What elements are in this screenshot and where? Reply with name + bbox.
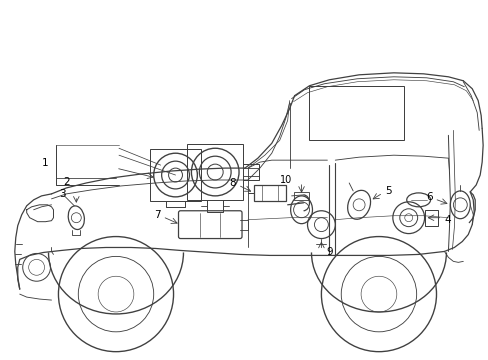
Text: 1: 1	[42, 158, 48, 168]
Text: 6: 6	[425, 192, 432, 202]
Text: 5: 5	[384, 186, 391, 196]
Text: 8: 8	[229, 178, 236, 188]
Bar	[293, 192, 309, 200]
Bar	[243, 164, 258, 180]
Bar	[149, 149, 201, 201]
Text: 9: 9	[325, 247, 332, 257]
Bar	[253, 185, 285, 201]
Bar	[187, 144, 243, 200]
Text: 2: 2	[63, 177, 70, 187]
Text: 4: 4	[444, 215, 450, 225]
Text: 10: 10	[279, 175, 291, 185]
Bar	[207, 200, 223, 212]
Text: 7: 7	[154, 210, 161, 220]
Text: 3: 3	[59, 189, 65, 199]
Bar	[309, 86, 403, 140]
Bar	[424, 210, 438, 226]
